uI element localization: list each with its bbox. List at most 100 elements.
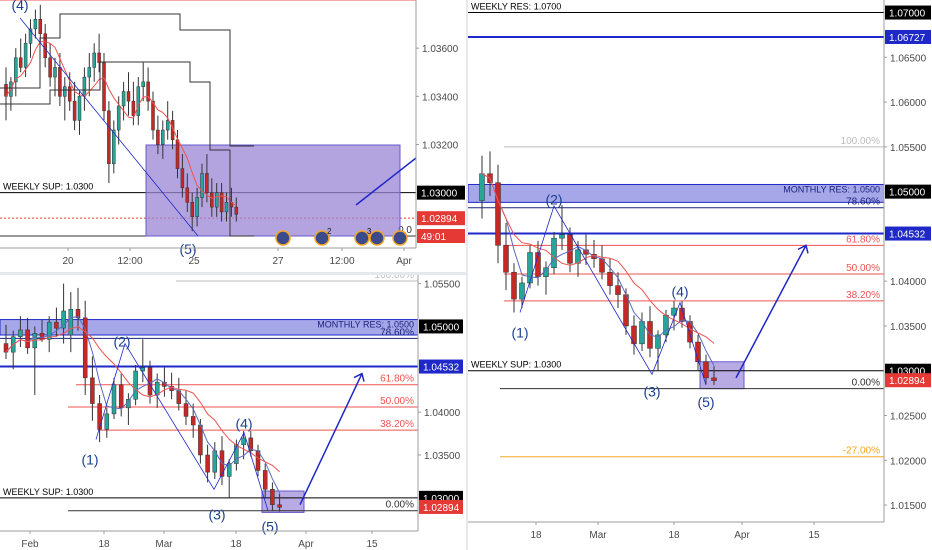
price-tick-label: 1.05500 xyxy=(424,280,461,291)
candle-body xyxy=(107,110,111,165)
candle-body xyxy=(224,202,229,213)
price-tick-label: 1.01500 xyxy=(890,501,927,512)
pane-splitter-vertical[interactable] xyxy=(466,0,468,550)
daily-chart-small[interactable]: MONTHLY RES: 1.0500 100.00% 78.60% 61.80% 5… xyxy=(0,275,466,550)
wave-label: (2) xyxy=(545,192,562,208)
price-tag xyxy=(419,499,463,514)
economic-event-marker xyxy=(314,230,330,246)
candle-body xyxy=(655,334,661,349)
elliott-wave-path xyxy=(95,342,269,511)
daily-chart-large[interactable]: MONTHLY RES: 1.0500 WEEKLY RES: 1.0700 10… xyxy=(468,0,932,550)
projection-arrow xyxy=(735,245,807,379)
wave-label: (4) xyxy=(11,0,28,13)
time-tick-label: Apr xyxy=(396,256,412,267)
candle-body xyxy=(4,84,8,97)
candle-body xyxy=(126,91,131,102)
hourly-chart[interactable]: 38.20%WEEKLY SUP: 1.03000.0 (4)(5)23 1.0… xyxy=(0,0,466,272)
economic-event-marker xyxy=(392,230,408,246)
moving-average-fast xyxy=(5,41,237,207)
donchian-lower xyxy=(0,61,254,237)
price-tag xyxy=(885,226,931,241)
price-tag-label: 1.03000 xyxy=(889,367,926,378)
time-tick-label: 12:00 xyxy=(329,256,354,267)
time-tick-label: Apr xyxy=(734,530,750,541)
price-tick-label: 1.03500 xyxy=(890,322,927,333)
time-tick-label: 12:00 xyxy=(117,256,142,267)
candle-body xyxy=(18,57,23,68)
price-tick-label: 1.03200 xyxy=(422,140,459,151)
candle-body xyxy=(495,182,501,246)
candle-body xyxy=(262,470,268,490)
level-label-fib-61: 61.80% xyxy=(846,234,880,245)
candle-body xyxy=(147,367,153,396)
level-label-fib-78: 78.60% xyxy=(380,327,414,338)
chart-panel-daily-large[interactable]: MONTHLY RES: 1.0500 WEEKLY RES: 1.0700 10… xyxy=(468,0,932,550)
projection-arrowhead xyxy=(797,244,809,254)
projection-arrow xyxy=(355,157,417,206)
candle-body xyxy=(116,105,121,131)
level-label-weekly-sup: WEEKLY SUP: 1.0300 xyxy=(3,487,93,497)
level-label-fib-38: 38.20% xyxy=(380,419,414,430)
candle-body xyxy=(180,168,185,189)
candle-body xyxy=(63,86,67,97)
candle-body xyxy=(38,19,43,34)
level-label-fib-100: 100.00% xyxy=(375,275,415,281)
candle-body xyxy=(111,384,117,415)
candle-body xyxy=(48,57,52,78)
target-box xyxy=(145,144,401,237)
candle-body xyxy=(141,81,145,87)
candle-body xyxy=(3,343,9,353)
candle-body xyxy=(136,86,141,116)
time-tick-label: Apr xyxy=(298,539,314,550)
elliott-wave-path xyxy=(519,204,707,386)
economic-event-marker xyxy=(369,230,385,246)
monthly-resistance-label: MONTHLY RES: 1.0500 xyxy=(783,184,880,194)
price-tag-label: 1.07000 xyxy=(889,9,926,20)
time-tick-label: 18 xyxy=(530,530,542,541)
chart-panel-hourly[interactable]: 38.20%WEEKLY SUP: 1.03000.0 (4)(5)23 1.0… xyxy=(0,0,466,272)
event-count-label: 2 xyxy=(327,227,332,236)
candle-body xyxy=(58,67,62,97)
candle-body xyxy=(46,321,52,340)
candle-body xyxy=(190,416,196,426)
time-tick-label: 15 xyxy=(808,530,820,541)
level-label-fib-38: 38.20% xyxy=(846,290,880,301)
price-tag xyxy=(885,184,931,199)
candle-body xyxy=(121,91,126,107)
candle-body xyxy=(90,377,95,404)
candle-body xyxy=(226,463,232,477)
candle-body xyxy=(82,76,87,97)
price-tag-label: 1.02894 xyxy=(423,503,460,514)
moving-average-fast xyxy=(481,173,715,366)
level-label-weekly-sup: WEEKLY SUP: 1.0300 xyxy=(471,360,561,370)
price-tick-label: 1.02000 xyxy=(890,456,927,467)
level-label-fib-61: 61.80% xyxy=(380,374,414,385)
candle-body xyxy=(75,309,81,319)
price-tick-label: 1.03600 xyxy=(422,44,459,55)
wave-trend-line xyxy=(19,17,199,237)
candle-body xyxy=(43,33,47,59)
level-label-weekly-res: WEEKLY RES: 1.0700 xyxy=(471,2,561,12)
candle-body xyxy=(519,282,525,300)
wave-label: (4) xyxy=(671,284,688,300)
price-tick-label: 1.03400 xyxy=(422,92,459,103)
level-label-fib-100: 100.00% xyxy=(841,136,881,147)
candle-body xyxy=(133,370,138,400)
candle-body xyxy=(151,100,155,131)
candle-body xyxy=(18,329,23,337)
pane-splitter-horizontal[interactable] xyxy=(0,272,466,275)
wave-label: (2) xyxy=(113,334,130,350)
time-tick-label: 18 xyxy=(230,539,242,550)
level-label-fib-0: 0.0 xyxy=(398,225,412,236)
candle-body xyxy=(146,81,150,102)
price-tick-label: 1.02500 xyxy=(890,411,927,422)
chart-panel-daily-small[interactable]: MONTHLY RES: 1.0500 100.00% 78.60% 61.80% 5… xyxy=(0,275,466,550)
price-tag-label: 1.02894 xyxy=(421,214,458,225)
monthly-resistance-label: MONTHLY RES: 1.0500 xyxy=(317,320,414,330)
candle-body xyxy=(234,206,239,215)
candle-body xyxy=(183,403,189,417)
level-label-fib-50: 50.00% xyxy=(380,396,414,407)
wave-label: (1) xyxy=(81,452,98,468)
time-tick-label: 15 xyxy=(366,539,378,550)
time-tick-label: 25 xyxy=(188,256,200,267)
